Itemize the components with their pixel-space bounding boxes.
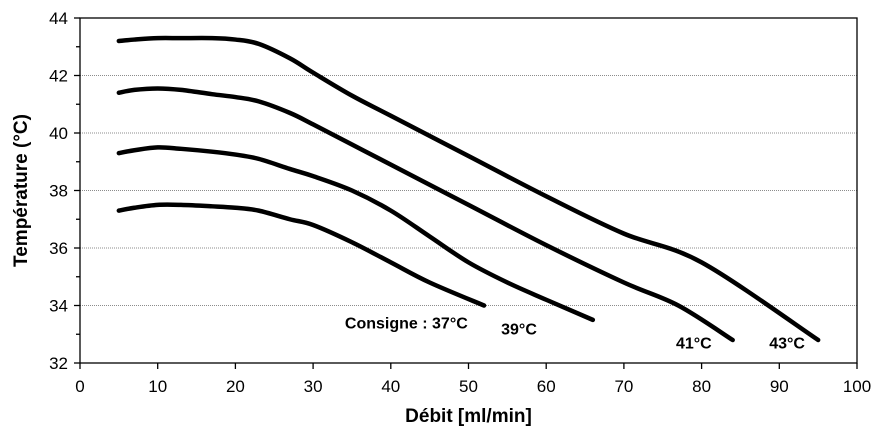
y-tick-label: 32 xyxy=(49,354,68,373)
x-tick-label: 100 xyxy=(843,377,871,396)
series-label: 43°C xyxy=(769,336,805,353)
series-annotations: Consigne : 37°C 39°C 41°C 43°C xyxy=(345,316,805,353)
x-tick-label: 30 xyxy=(304,377,323,396)
series-label: Consigne : 37°C xyxy=(345,316,468,333)
y-tick-label: 44 xyxy=(49,9,68,28)
series-group xyxy=(116,35,821,343)
series-label: 41°C xyxy=(676,336,712,353)
y-tick-label: 42 xyxy=(49,67,68,86)
series-label: 39°C xyxy=(501,321,537,338)
grid-lines xyxy=(80,75,857,306)
series-line-2 xyxy=(116,86,735,343)
axes: 32 34 36 38 40 42 44 0 10 20 30 40 50 60 70 80 90 100 xyxy=(49,9,871,396)
x-tick-label: 20 xyxy=(226,377,245,396)
x-tick-label: 70 xyxy=(614,377,633,396)
x-tick-label: 60 xyxy=(537,377,556,396)
series-line-1 xyxy=(116,145,596,323)
series-line-0 xyxy=(116,202,487,308)
y-axis-title: Température (°C) xyxy=(11,114,32,267)
x-tick-label: 40 xyxy=(381,377,400,396)
x-tick-label: 10 xyxy=(148,377,167,396)
y-tick-label: 36 xyxy=(49,239,68,258)
x-tick-label: 80 xyxy=(692,377,711,396)
x-axis-title: Débit [ml/min] xyxy=(405,406,532,427)
x-tick-label: 0 xyxy=(75,377,84,396)
series-line-3 xyxy=(116,35,821,343)
x-tick-label: 50 xyxy=(459,377,478,396)
y-tick-label: 34 xyxy=(49,297,68,316)
y-tick-label: 40 xyxy=(49,124,68,143)
x-tick-label: 90 xyxy=(770,377,789,396)
y-tick-label: 38 xyxy=(49,182,68,201)
